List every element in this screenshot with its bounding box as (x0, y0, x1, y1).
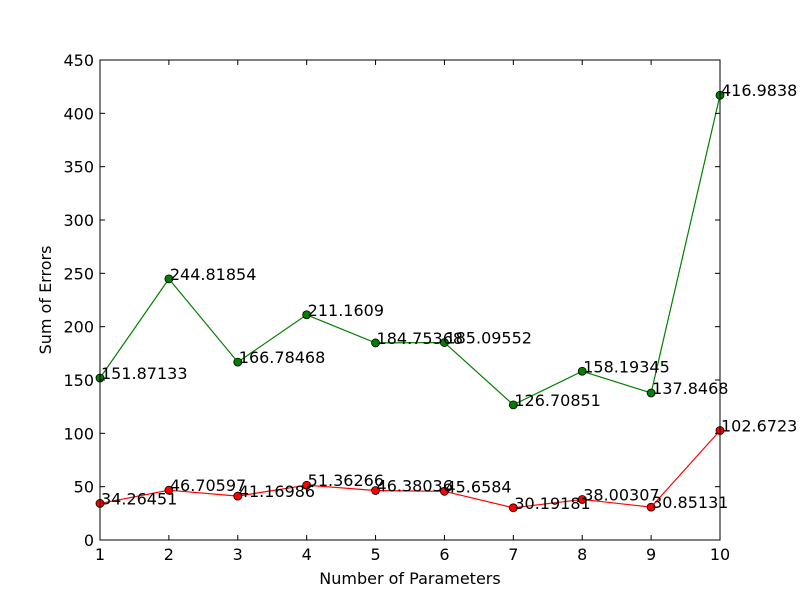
x-tick-label: 8 (577, 545, 587, 564)
x-tick-label: 5 (370, 545, 380, 564)
series-line (99, 430, 721, 509)
y-tick-label: 450 (63, 51, 94, 70)
data-point (371, 486, 380, 495)
x-tick-label: 2 (164, 545, 174, 564)
data-point (577, 366, 587, 376)
data-point (577, 495, 587, 504)
y-axis-label: Sum of Errors (36, 246, 55, 355)
data-label: 46.70597 (170, 476, 246, 495)
data-label: 244.81854 (170, 265, 257, 284)
data-label: 158.19345 (583, 357, 670, 376)
data-label: 38.00307 (583, 485, 659, 504)
series-line (99, 95, 721, 406)
data-point (302, 310, 312, 320)
x-tick-label: 3 (233, 545, 243, 564)
data-label: 416.9838 (721, 81, 797, 100)
data-label: 30.19181 (514, 494, 590, 513)
y-tick-label: 300 (63, 211, 94, 230)
x-tick-label: 7 (508, 545, 518, 564)
data-point (440, 486, 449, 496)
data-label: 151.87133 (101, 364, 188, 383)
data-label: 126.70851 (514, 391, 601, 410)
y-tick-label: 50 (74, 478, 94, 497)
y-tick-label: 200 (63, 318, 94, 337)
data-point (233, 491, 243, 501)
series-2: 34.2645146.7059741.1698651.3626646.38036… (95, 416, 797, 513)
data-label: 166.78468 (239, 348, 326, 367)
x-tick-label: 6 (439, 545, 449, 564)
data-label: 185.09552 (445, 329, 532, 348)
y-tick-label: 0 (84, 531, 94, 550)
data-label: 211.1609 (308, 301, 384, 320)
data-label: 137.8468 (652, 379, 728, 398)
x-tick-label: 4 (302, 545, 312, 564)
y-tick-label: 400 (63, 104, 94, 123)
data-label: 34.26451 (101, 489, 177, 508)
data-point (508, 503, 518, 513)
data-label: 184.75368 (377, 329, 464, 348)
data-label: 51.36266 (308, 471, 384, 490)
y-tick-label: 150 (63, 371, 94, 390)
data-point (164, 274, 174, 284)
y-tick-label: 250 (63, 264, 94, 283)
data-label: 102.6723 (721, 416, 797, 435)
x-tick-label: 9 (646, 545, 656, 564)
x-axis-label: Number of Parameters (319, 569, 500, 588)
data-point (371, 338, 380, 348)
data-point (164, 485, 174, 495)
data-point (646, 502, 656, 512)
data-label: 41.16986 (239, 482, 315, 501)
series-1: 151.87133 244.81854 166.78468 211.1609 184.7… (95, 81, 797, 410)
data-point (646, 388, 656, 398)
data-label: 46.38036 (377, 477, 453, 496)
plot-frame (99, 59, 721, 541)
data-point (508, 400, 518, 410)
x-tick-label: 10 (710, 545, 730, 564)
data-point (440, 338, 449, 347)
data-point (233, 357, 243, 367)
y-tick-label: 350 (63, 158, 94, 177)
x-tick-label: 1 (95, 545, 105, 564)
data-label: 45.6584 (445, 477, 511, 496)
plot-area: 151.87133 244.81854 166.78468 211.1609 184.7… (95, 81, 797, 513)
data-point (302, 480, 312, 490)
y-tick-label: 100 (63, 424, 94, 443)
data-label: 30.85131 (652, 493, 728, 512)
